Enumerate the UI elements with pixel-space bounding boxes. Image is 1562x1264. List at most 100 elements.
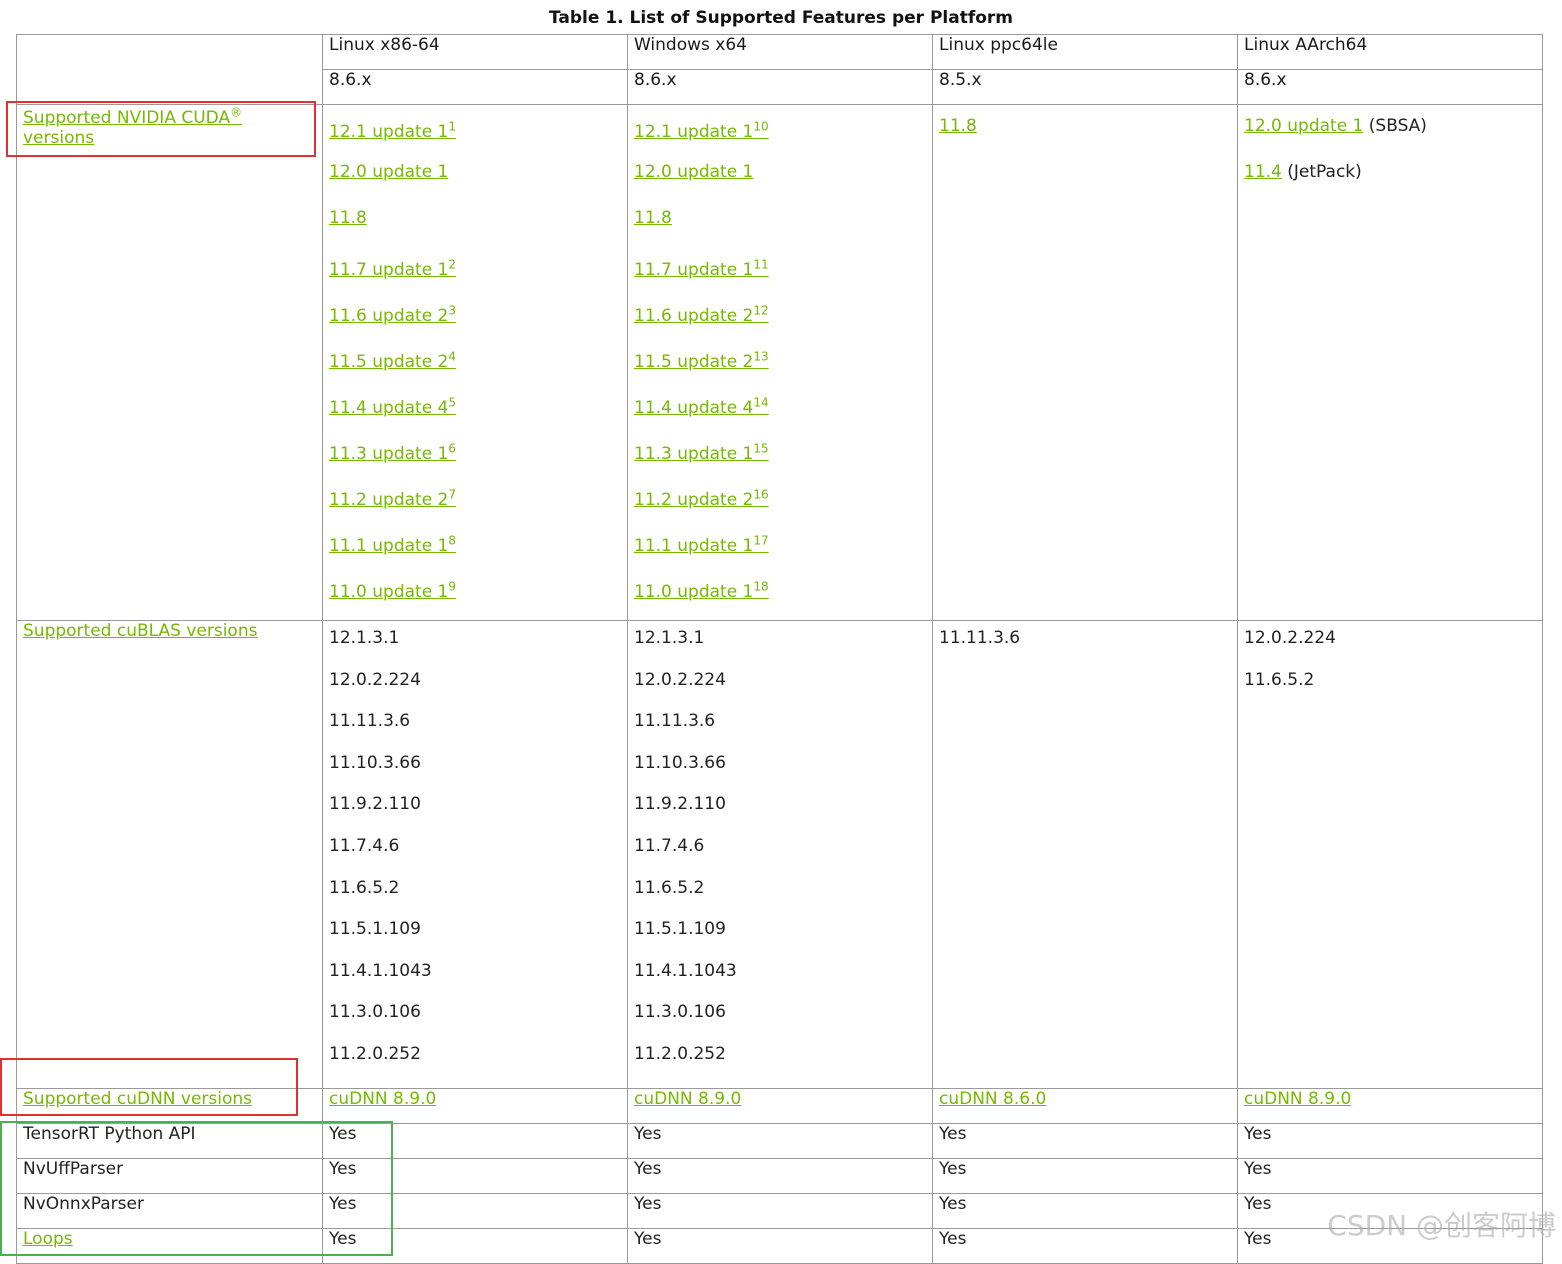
corner-cell <box>16 34 323 105</box>
footnote-ref[interactable]: 8 <box>448 533 457 547</box>
cuda-version-entry: 11.4 (JetPack) <box>1244 160 1536 206</box>
footnote-ref[interactable]: 2 <box>448 257 457 271</box>
cuda-version-entry: 11.8 <box>634 206 926 252</box>
support-cell: Yes <box>627 1123 933 1159</box>
cudnn-link[interactable]: cuDNN 8.9.0 <box>634 1089 742 1109</box>
cuda-version-link[interactable]: 12.0 update 1 <box>329 162 449 182</box>
uff-parser-row: NvUffParser Yes Yes Yes Yes <box>16 1158 1543 1194</box>
cuda-version-link[interactable]: 11.0 update 19 <box>329 579 457 602</box>
cuda-version-link[interactable]: 11.2 update 216 <box>634 487 769 510</box>
cudnn-link[interactable]: cuDNN 8.6.0 <box>939 1089 1047 1109</box>
cuda-version-link[interactable]: 11.5 update 24 <box>329 349 457 372</box>
footnote-ref[interactable]: 3 <box>448 303 457 317</box>
support-cell: Yes <box>627 1228 933 1264</box>
cudnn-link[interactable]: cuDNN 8.9.0 <box>329 1089 437 1109</box>
support-cell: Yes <box>322 1228 628 1264</box>
cuda-version-link[interactable]: 11.4 update 414 <box>634 395 769 418</box>
cublas-cell: 12.0.2.224 11.6.5.2 <box>1237 620 1543 1089</box>
cublas-version: 12.1.3.1 <box>634 628 705 648</box>
footnote-ref[interactable]: 11 <box>753 257 769 271</box>
footnote-ref[interactable]: 7 <box>448 487 457 501</box>
cuda-version-link[interactable]: 11.0 update 118 <box>634 579 769 602</box>
cuda-version-entry: 12.1 update 11 <box>329 114 621 160</box>
cuda-version-entry: 12.1 update 110 <box>634 114 926 160</box>
python-api-row: TensorRT Python API Yes Yes Yes Yes <box>16 1123 1543 1159</box>
support-cell: Yes <box>627 1158 933 1194</box>
row-label-cuda: Supported NVIDIA CUDA® versions <box>16 104 323 621</box>
cublas-version: 11.10.3.66 <box>329 752 421 773</box>
cuda-version-entry: 12.0 update 1 <box>329 160 621 206</box>
footnote-ref[interactable]: 6 <box>448 441 457 455</box>
cublas-version: 11.6.5.2 <box>1244 669 1315 690</box>
footnote-ref[interactable]: 4 <box>448 349 457 363</box>
cuda-version-link[interactable]: 12.0 update 1 <box>634 162 754 182</box>
cublas-version: 11.9.2.110 <box>634 794 726 815</box>
cuda-version-entry: 11.6 update 212 <box>634 298 926 344</box>
cuda-version-link[interactable]: 12.1 update 11 <box>329 119 457 142</box>
cuda-version-link[interactable]: 11.1 update 18 <box>329 533 457 556</box>
footnote-ref[interactable]: 9 <box>448 579 457 593</box>
table-caption: Table 1. List of Supported Features per … <box>549 8 1013 28</box>
cuda-version-link[interactable]: 11.6 update 212 <box>634 303 769 326</box>
footnote-ref[interactable]: 17 <box>753 533 769 547</box>
cublas-version: 11.2.0.252 <box>329 1043 421 1064</box>
cuda-versions-row: Supported NVIDIA CUDA® versions 12.1 upd… <box>16 104 1543 621</box>
cuda-version-link[interactable]: 11.3 update 115 <box>634 441 769 464</box>
cublas-version: 11.5.1.109 <box>329 919 421 940</box>
row-label-cudnn: Supported cuDNN versions <box>16 1088 323 1124</box>
cudnn-versions-link[interactable]: Supported cuDNN versions <box>23 1089 253 1109</box>
cublas-version: 11.7.4.6 <box>634 835 705 856</box>
cublas-version: 11.6.5.2 <box>329 877 400 898</box>
footnote-ref[interactable]: 10 <box>753 119 769 133</box>
footnote-ref[interactable]: 16 <box>753 487 769 501</box>
footnote-ref[interactable]: 18 <box>753 579 769 593</box>
cublas-cell: 12.1.3.1 12.0.2.224 11.11.3.6 11.10.3.66 11.… <box>322 620 628 1089</box>
cuda-version-link[interactable]: 11.8 <box>329 208 367 228</box>
cuda-version-link[interactable]: 11.3 update 16 <box>329 441 457 464</box>
cuda-version-link[interactable]: 11.6 update 23 <box>329 303 457 326</box>
support-cell: Yes <box>932 1193 1238 1229</box>
loops-link[interactable]: Loops <box>23 1229 73 1249</box>
support-cell: Yes <box>1237 1123 1543 1159</box>
cuda-version-link[interactable]: 11.8 <box>634 208 672 228</box>
footnote-ref[interactable]: 5 <box>448 395 457 409</box>
cuda-version-link[interactable]: 12.0 update 1 <box>1244 116 1364 136</box>
cuda-version-link[interactable]: 11.1 update 117 <box>634 533 769 556</box>
cublas-version: 11.7.4.6 <box>329 835 400 856</box>
cublas-version: 11.2.0.252 <box>634 1043 726 1064</box>
row-label-uff-parser: NvUffParser <box>16 1158 323 1194</box>
cuda-version-link[interactable]: 11.5 update 213 <box>634 349 769 372</box>
cuda-version-entry: 12.0 update 1 <box>634 160 926 206</box>
variant-note: (SBSA) <box>1363 116 1427 136</box>
cuda-version-link[interactable]: 11.8 <box>939 116 977 136</box>
cuda-version-link[interactable]: 11.4 update 45 <box>329 395 457 418</box>
cuda-version-link[interactable]: 12.1 update 110 <box>634 119 769 142</box>
footnote-ref[interactable]: 1 <box>448 119 457 133</box>
cuda-version-entry: 11.5 update 213 <box>634 344 926 390</box>
onnx-parser-row: NvOnnxParser Yes Yes Yes Yes <box>16 1193 1543 1229</box>
cudnn-link[interactable]: cuDNN 8.9.0 <box>1244 1089 1352 1109</box>
cuda-version-link[interactable]: 11.2 update 27 <box>329 487 457 510</box>
cublas-version: 12.1.3.1 <box>329 628 400 648</box>
platform-header: Windows x64 <box>627 34 933 70</box>
cublas-version: 11.5.1.109 <box>634 919 726 940</box>
row-label-onnx-parser: NvOnnxParser <box>16 1193 323 1229</box>
cublas-versions-link[interactable]: Supported cuBLAS versions <box>23 621 258 641</box>
cuda-version-entry: 11.6 update 23 <box>329 298 621 344</box>
cuda-version-link[interactable]: 11.7 update 111 <box>634 257 769 280</box>
footnote-ref[interactable]: 12 <box>753 303 769 317</box>
cuda-versions-link[interactable]: Supported NVIDIA CUDA® versions <box>23 105 243 148</box>
cuda-version-entry: 11.1 update 117 <box>634 528 926 574</box>
row-label-loops: Loops <box>16 1228 323 1264</box>
footnote-ref[interactable]: 14 <box>753 395 769 409</box>
cublas-version: 11.11.3.6 <box>939 628 1021 648</box>
cuda-version-entry: 11.3 update 115 <box>634 436 926 482</box>
cudnn-cell: cuDNN 8.9.0 <box>627 1088 933 1124</box>
footnote-ref[interactable]: 13 <box>753 349 769 363</box>
cudnn-cell: cuDNN 8.6.0 <box>932 1088 1238 1124</box>
cuda-version-link[interactable]: 11.4 <box>1244 162 1282 182</box>
cuda-version-link[interactable]: 11.7 update 12 <box>329 257 457 280</box>
cublas-version: 11.11.3.6 <box>634 711 716 732</box>
platform-header-row: Linux x86-64 Windows x64 Linux ppc64le L… <box>16 34 1543 105</box>
footnote-ref[interactable]: 15 <box>753 441 769 455</box>
